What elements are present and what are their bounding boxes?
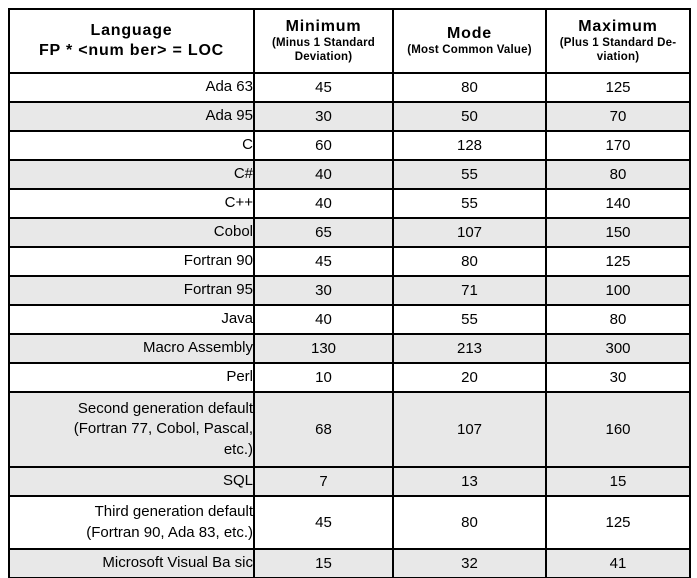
maximum-cell: 160 — [545, 391, 691, 468]
mode-cell: 71 — [392, 275, 547, 306]
mode-cell: 55 — [392, 159, 547, 190]
table-row: Fortran 90 45 80 125 — [8, 246, 691, 277]
mode-cell: 13 — [392, 466, 547, 497]
maximum-cell: 150 — [545, 217, 691, 248]
language-cell: Fortran 95 — [8, 275, 255, 306]
mode-column-header: Mode (Most Common Value) — [392, 8, 547, 74]
table-row: SQL 7 13 15 — [8, 466, 691, 497]
table-row: C 60 128 170 — [8, 130, 691, 161]
minimum-cell: 40 — [253, 304, 394, 335]
mode-cell: 32 — [392, 548, 547, 578]
table-row: Macro Assembly 130 213 300 — [8, 333, 691, 364]
language-header-formula: FP * <num ber> = LOC — [38, 41, 225, 59]
maximum-header-title: Maximum — [578, 18, 658, 36]
minimum-cell: 40 — [253, 188, 394, 219]
mode-cell: 107 — [392, 391, 547, 468]
minimum-cell: 15 — [253, 548, 394, 578]
minimum-cell: 45 — [253, 246, 394, 277]
table-row: Ada 63 45 80 125 — [8, 72, 691, 103]
maximum-cell: 140 — [545, 188, 691, 219]
language-column-header: Language FP * <num ber> = LOC — [8, 8, 255, 74]
maximum-cell: 170 — [545, 130, 691, 161]
language-cell: Java — [8, 304, 255, 335]
table-row: Fortran 95 30 71 100 — [8, 275, 691, 306]
language-cell: Microsoft Visual Ba sic — [8, 548, 255, 578]
table-row: C++ 40 55 140 — [8, 188, 691, 219]
minimum-cell: 45 — [253, 495, 394, 550]
mode-cell: 55 — [392, 304, 547, 335]
maximum-cell: 300 — [545, 333, 691, 364]
maximum-header-subtitle: (Plus 1 Standard De- viation) — [559, 37, 677, 63]
minimum-cell: 60 — [253, 130, 394, 161]
language-cell: Ada 95 — [8, 101, 255, 132]
language-cell: Macro Assembly — [8, 333, 255, 364]
maximum-cell: 30 — [545, 362, 691, 393]
mode-cell: 128 — [392, 130, 547, 161]
maximum-column-header: Maximum (Plus 1 Standard De- viation) — [545, 8, 691, 74]
maximum-cell: 100 — [545, 275, 691, 306]
table-row: Second generation default (Fortran 77, C… — [8, 391, 691, 468]
maximum-cell: 80 — [545, 159, 691, 190]
language-cell: C# — [8, 159, 255, 190]
minimum-cell: 10 — [253, 362, 394, 393]
minimum-cell: 65 — [253, 217, 394, 248]
minimum-column-header: Minimum (Minus 1 Standard Deviation) — [253, 8, 394, 74]
language-cell: SQL — [8, 466, 255, 497]
language-cell: Perl — [8, 362, 255, 393]
language-cell: Second generation default (Fortran 77, C… — [8, 391, 255, 468]
table-row: Cobol 65 107 150 — [8, 217, 691, 248]
maximum-cell: 70 — [545, 101, 691, 132]
mode-cell: 107 — [392, 217, 547, 248]
mode-cell: 55 — [392, 188, 547, 219]
mode-header-subtitle: (Most Common Value) — [407, 44, 532, 57]
mode-cell: 80 — [392, 72, 547, 103]
mode-cell: 213 — [392, 333, 547, 364]
maximum-cell: 15 — [545, 466, 691, 497]
minimum-cell: 30 — [253, 275, 394, 306]
table-row: Third generation default (Fortran 90, Ad… — [8, 495, 691, 550]
maximum-cell: 80 — [545, 304, 691, 335]
language-cell: Fortran 90 — [8, 246, 255, 277]
mode-cell: 80 — [392, 495, 547, 550]
minimum-header-title: Minimum — [285, 18, 362, 36]
fp-to-loc-table: Language FP * <num ber> = LOC Minimum (M… — [8, 8, 691, 578]
table-row: Ada 95 30 50 70 — [8, 101, 691, 132]
maximum-cell: 125 — [545, 72, 691, 103]
table-row: Microsoft Visual Ba sic 15 32 41 — [8, 548, 691, 578]
language-cell: C — [8, 130, 255, 161]
mode-cell: 20 — [392, 362, 547, 393]
minimum-cell: 40 — [253, 159, 394, 190]
maximum-cell: 125 — [545, 246, 691, 277]
language-cell: Ada 63 — [8, 72, 255, 103]
maximum-cell: 125 — [545, 495, 691, 550]
minimum-header-subtitle: (Minus 1 Standard Deviation) — [271, 37, 376, 63]
minimum-cell: 30 — [253, 101, 394, 132]
table-row: Java 40 55 80 — [8, 304, 691, 335]
minimum-cell: 45 — [253, 72, 394, 103]
table-row: Perl 10 20 30 — [8, 362, 691, 393]
header-row: Language FP * <num ber> = LOC Minimum (M… — [8, 8, 691, 74]
mode-cell: 50 — [392, 101, 547, 132]
minimum-cell: 7 — [253, 466, 394, 497]
minimum-cell: 130 — [253, 333, 394, 364]
mode-cell: 80 — [392, 246, 547, 277]
language-cell: Cobol — [8, 217, 255, 248]
language-cell: C++ — [8, 188, 255, 219]
maximum-cell: 41 — [545, 548, 691, 578]
mode-header-title: Mode — [447, 25, 492, 43]
language-header-title: Language — [90, 21, 173, 39]
minimum-cell: 68 — [253, 391, 394, 468]
language-cell: Third generation default (Fortran 90, Ad… — [8, 495, 255, 550]
table-row: C# 40 55 80 — [8, 159, 691, 190]
